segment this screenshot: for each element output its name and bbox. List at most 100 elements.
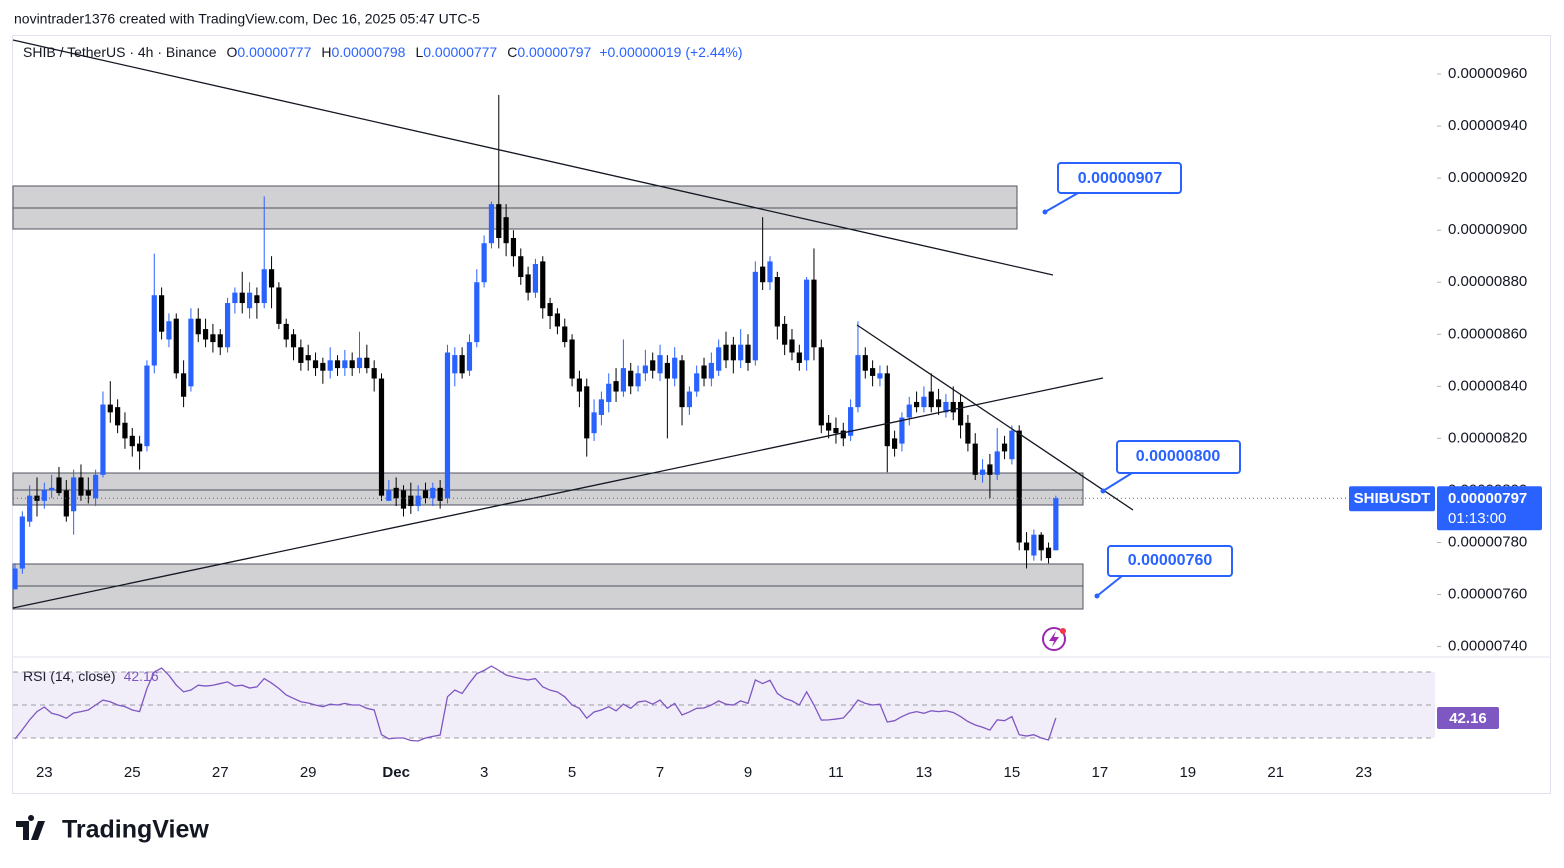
header: novintrader1376 created with TradingView… [14, 11, 480, 27]
candle-body [554, 313, 561, 327]
x-tick-label: 15 [1004, 764, 1021, 781]
candle-body [466, 342, 473, 371]
symbol-tag-label: SHIBUSDT [1354, 490, 1431, 507]
candle-body [672, 357, 678, 379]
callout-dot [1100, 488, 1106, 494]
trendlines [12, 39, 1134, 609]
candle-body [892, 438, 898, 449]
candle-body [804, 279, 810, 361]
candle-body [540, 261, 546, 309]
candle-body [239, 292, 245, 304]
candle-body [855, 355, 861, 408]
alert-icon[interactable] [1042, 627, 1066, 651]
candle-body [635, 373, 641, 387]
rsi-tag-label: 42.16 [1449, 710, 1487, 727]
rsi-title: RSI (14, close) [23, 668, 116, 684]
legend-label: O [227, 44, 238, 60]
candle-body [620, 368, 626, 392]
candle-body [12, 568, 18, 590]
x-tick-label: 23 [36, 764, 53, 781]
candle-body [327, 360, 333, 371]
candle-body [708, 362, 714, 379]
candle-body [19, 516, 25, 569]
candle-body [826, 422, 832, 431]
chart-frame [12, 35, 1551, 794]
zones [12, 185, 1084, 610]
candle-body [547, 303, 553, 317]
legend-value: 0.00000777 [423, 44, 497, 60]
trendline [12, 377, 1104, 609]
candle-body [166, 321, 172, 340]
brand-logo [16, 815, 45, 840]
candle-body [642, 365, 648, 374]
candle-body [957, 401, 964, 426]
candle-body [928, 391, 934, 408]
candle-body [268, 269, 275, 288]
candle-body [745, 344, 751, 363]
candle-body [137, 443, 143, 452]
candle-body [386, 490, 392, 501]
price-tag-countdown: 01:13:00 [1448, 510, 1506, 527]
x-tick-label: 17 [1091, 764, 1108, 781]
candle-body [987, 464, 993, 475]
candle-body [371, 368, 377, 379]
candle-body [488, 204, 495, 244]
candle-body [877, 373, 883, 379]
candle-body [459, 355, 465, 374]
candle-body [34, 495, 40, 501]
candle-body [173, 318, 179, 374]
candle-body [913, 401, 920, 408]
candle-body [41, 490, 47, 501]
candle-body [100, 404, 106, 475]
rsi-tag [1437, 706, 1499, 729]
candle-body [224, 303, 231, 348]
candle-body [320, 362, 326, 371]
candle-body [312, 360, 319, 369]
candle-body [686, 391, 692, 408]
candle-body [796, 352, 802, 363]
alert-icon-dot[interactable] [1060, 628, 1066, 634]
candle-body [107, 404, 113, 413]
alert-icon-bolt[interactable] [1049, 631, 1059, 647]
candle-body [884, 373, 890, 447]
candle-body [188, 318, 194, 387]
candle-body [283, 323, 289, 340]
candle-body [657, 355, 663, 374]
candle-body [701, 365, 707, 379]
y-tick-label: 0.00000780 [1448, 533, 1527, 550]
x-tick-label: 29 [300, 764, 317, 781]
candle-body [356, 357, 363, 369]
candle-body [584, 386, 590, 439]
candles [12, 94, 1059, 590]
candle-body [818, 347, 824, 426]
candle-body [1009, 430, 1015, 460]
candle-body [129, 435, 135, 447]
callout-label: 0.00000907 [1078, 170, 1163, 187]
alert-icon-ring[interactable] [1042, 627, 1066, 651]
callout-label: 0.00000760 [1128, 552, 1213, 569]
x-tick-label: 21 [1267, 764, 1284, 781]
callout-dot [1042, 209, 1048, 215]
candle-body [518, 256, 524, 278]
candle-body [422, 490, 429, 499]
candle-body [738, 344, 744, 361]
candle-body [650, 360, 656, 371]
legend-value: 0.00000798 [331, 44, 405, 60]
candle-body [378, 378, 385, 496]
candle-body [972, 443, 978, 475]
candle-body [921, 396, 927, 408]
candle-body [444, 352, 451, 499]
symbol-tag [1349, 486, 1435, 512]
candle-body [1053, 498, 1059, 551]
candle-body [994, 451, 1000, 475]
candle-body [115, 407, 121, 426]
y-tick-label: 0.00000760 [1448, 586, 1527, 603]
candle-body [254, 295, 260, 304]
zone [12, 472, 1084, 506]
candle-body [56, 477, 62, 494]
candle-body [833, 427, 839, 434]
candle-body [1023, 542, 1030, 551]
candle-body [151, 295, 157, 366]
candle-body [848, 407, 854, 436]
price-tag [1437, 486, 1542, 531]
